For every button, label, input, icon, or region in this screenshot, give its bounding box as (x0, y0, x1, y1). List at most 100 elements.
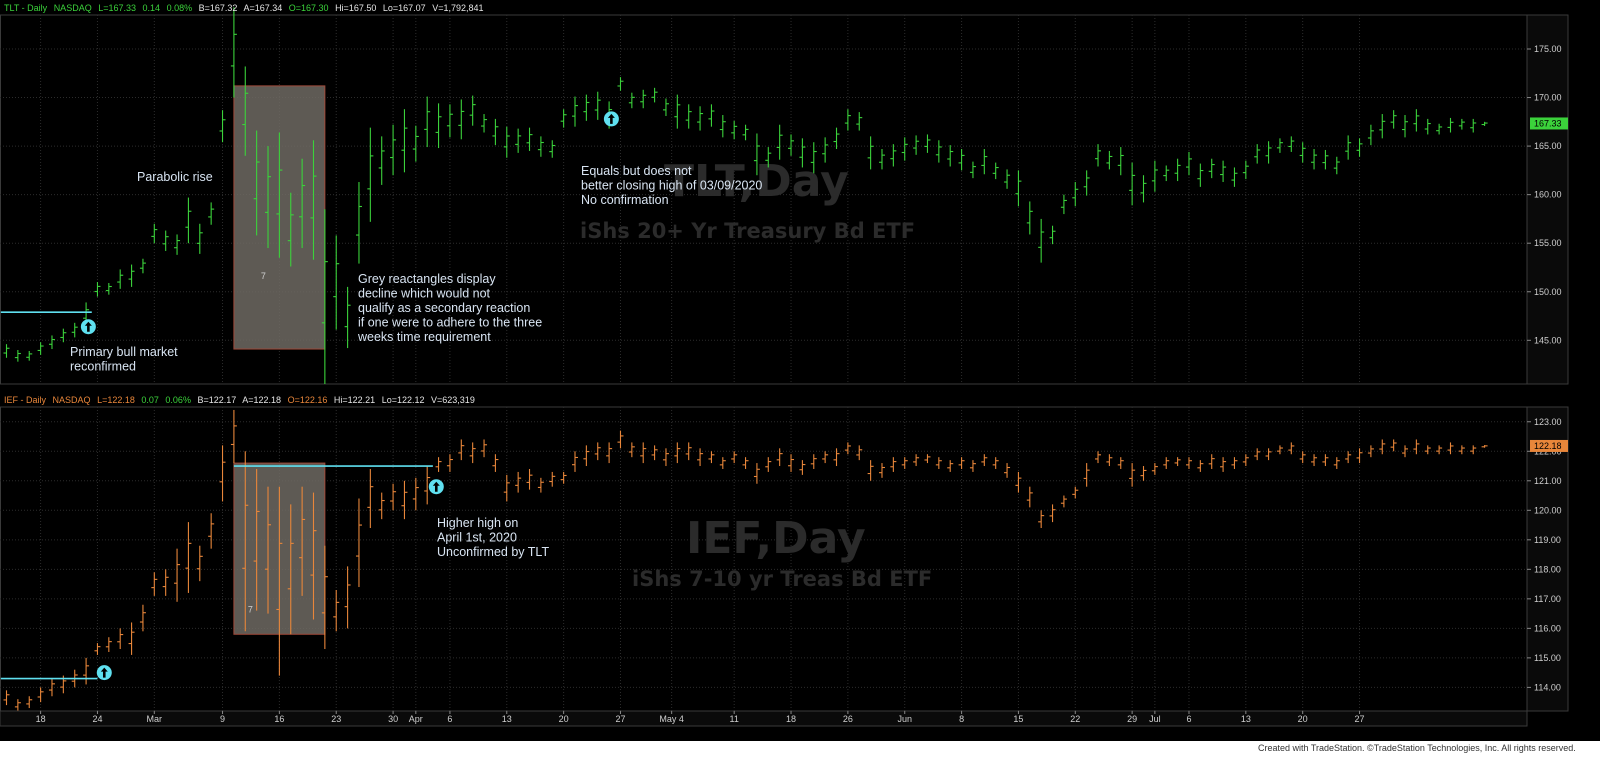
tlt-price-bar (60, 328, 67, 343)
ief-price-bar (446, 454, 453, 472)
ief-last-price-marker (1530, 439, 1568, 452)
tlt-price-bar (481, 114, 488, 133)
tlt-header-low: Lo=167.07 (383, 3, 426, 13)
tlt-price-bar (969, 161, 976, 179)
tlt-price-bar (1424, 118, 1431, 135)
ief-price-bar (1004, 463, 1011, 478)
tlt-price-bar (1220, 160, 1227, 183)
tlt-price-bar (731, 120, 738, 140)
ief-price-bar (196, 545, 203, 582)
ief-price-bar (162, 569, 169, 596)
ief-price-bar (935, 457, 942, 469)
tlt-price-bar (867, 136, 874, 170)
annotation-line: Grey reactangles display (358, 272, 496, 286)
tlt-price-bar (1117, 147, 1124, 176)
ief-price-bar (424, 466, 431, 505)
ief-ytick-label: 115.00 (1534, 653, 1561, 663)
horizontal-lines (0, 311, 433, 680)
ief-price-bar (367, 468, 374, 529)
tlt-price-bar (310, 140, 317, 260)
tlt-price-bar (378, 136, 385, 185)
tlt-price-bar (583, 94, 590, 121)
up-arrow-icon (96, 665, 112, 681)
ief-price-bar (924, 454, 931, 464)
annotation-line: Parabolic rise (137, 170, 213, 184)
xtick-label: 16 (274, 714, 284, 724)
ief-price-bar (822, 451, 829, 464)
tlt-price-bar (321, 209, 328, 384)
ief-price-bar (26, 696, 33, 709)
annotation-line: No confirmation (581, 193, 669, 207)
ief-price-bar (265, 486, 272, 614)
tlt-price-bar (765, 147, 772, 168)
ief-price-bar (1242, 454, 1249, 467)
ief-header-low: Lo=122.12 (382, 395, 425, 405)
xtick-label: May 4 (659, 714, 684, 724)
tlt-header-symbol: TLT - Daily (4, 3, 48, 13)
ief-price-bar (867, 460, 874, 481)
tlt-price-bar (685, 104, 692, 129)
tlt-price-bar (1083, 170, 1090, 196)
ief-price-bar (469, 442, 476, 464)
ief-price-bar (662, 448, 669, 467)
ief-price-bar (230, 409, 237, 464)
tlt-price-bar (799, 138, 806, 168)
tlt-header-change: 0.14 (143, 3, 161, 13)
tlt-ytick-label: 170.00 (1534, 93, 1562, 103)
tlt-axis-area (1526, 14, 1569, 385)
ief-price-bar (992, 457, 999, 469)
ief-price-bar (310, 492, 317, 620)
ief-price-bar (640, 442, 647, 464)
tlt-price-bar (1322, 149, 1329, 170)
annotation-primary-bull: Primary bull market reconfirmed (70, 345, 178, 374)
ief-price-bar (913, 454, 920, 467)
tlt-price-bar (174, 234, 181, 255)
tlt-header-high: Hi=167.50 (335, 3, 376, 13)
ief-rectangle-label: 7 (248, 604, 253, 614)
ief-price-bar (83, 657, 90, 685)
tlt-price-bar (1265, 141, 1272, 164)
ief-price-bar (321, 545, 328, 650)
xtick-label: 24 (92, 714, 102, 724)
ief-price-bar (1129, 463, 1136, 487)
tlt-price-bar (662, 98, 669, 116)
ief-price-bar (333, 589, 340, 632)
ief-header-last: L=122.18 (97, 395, 135, 405)
ief-price-bar (208, 513, 215, 549)
tlt-price-bar (1174, 158, 1181, 182)
ief-price-bar (1322, 454, 1329, 467)
ief-price-bar (1140, 466, 1147, 481)
tlt-price-bar (537, 136, 544, 157)
ief-price-bar (1095, 451, 1102, 464)
tlt-price-bar (981, 149, 988, 175)
ief-header-change: 0.07 (141, 395, 159, 405)
tlt-price-bar (878, 149, 885, 170)
tlt-price-bar (1356, 138, 1363, 157)
ief-price-bar (481, 439, 488, 458)
tlt-price-bar (1379, 114, 1386, 139)
xtick-label: 20 (1298, 714, 1308, 724)
ief-price-bar (572, 451, 578, 472)
tlt-price-bar (1458, 118, 1465, 130)
tlt-price-bar (1333, 156, 1340, 175)
ief-header-volume: V=623,319 (431, 395, 475, 405)
ief-price-bar (810, 454, 817, 469)
tlt-gridlines (0, 15, 1527, 384)
annotation-line: decline which would not (358, 287, 491, 301)
tlt-price-bar (913, 135, 920, 155)
tlt-header-ask: A=167.34 (243, 3, 282, 13)
tlt-price-bar (26, 350, 33, 361)
tlt-price-bar (1185, 151, 1192, 176)
ief-price-bar (1458, 445, 1465, 455)
xtick-label: 26 (843, 714, 853, 724)
ief-price-bar (606, 442, 613, 464)
tlt-price-bar (1026, 201, 1033, 235)
tlt-price-bar (117, 269, 124, 289)
ief-price-bar (128, 622, 135, 655)
tlt-price-bar (844, 109, 851, 131)
tlt-price-bar (469, 95, 476, 126)
tlt-price-bar (753, 133, 760, 176)
tlt-price-bar (1413, 109, 1420, 132)
ief-ytick-label: 117.00 (1534, 594, 1561, 604)
tlt-price-bar (276, 132, 283, 258)
